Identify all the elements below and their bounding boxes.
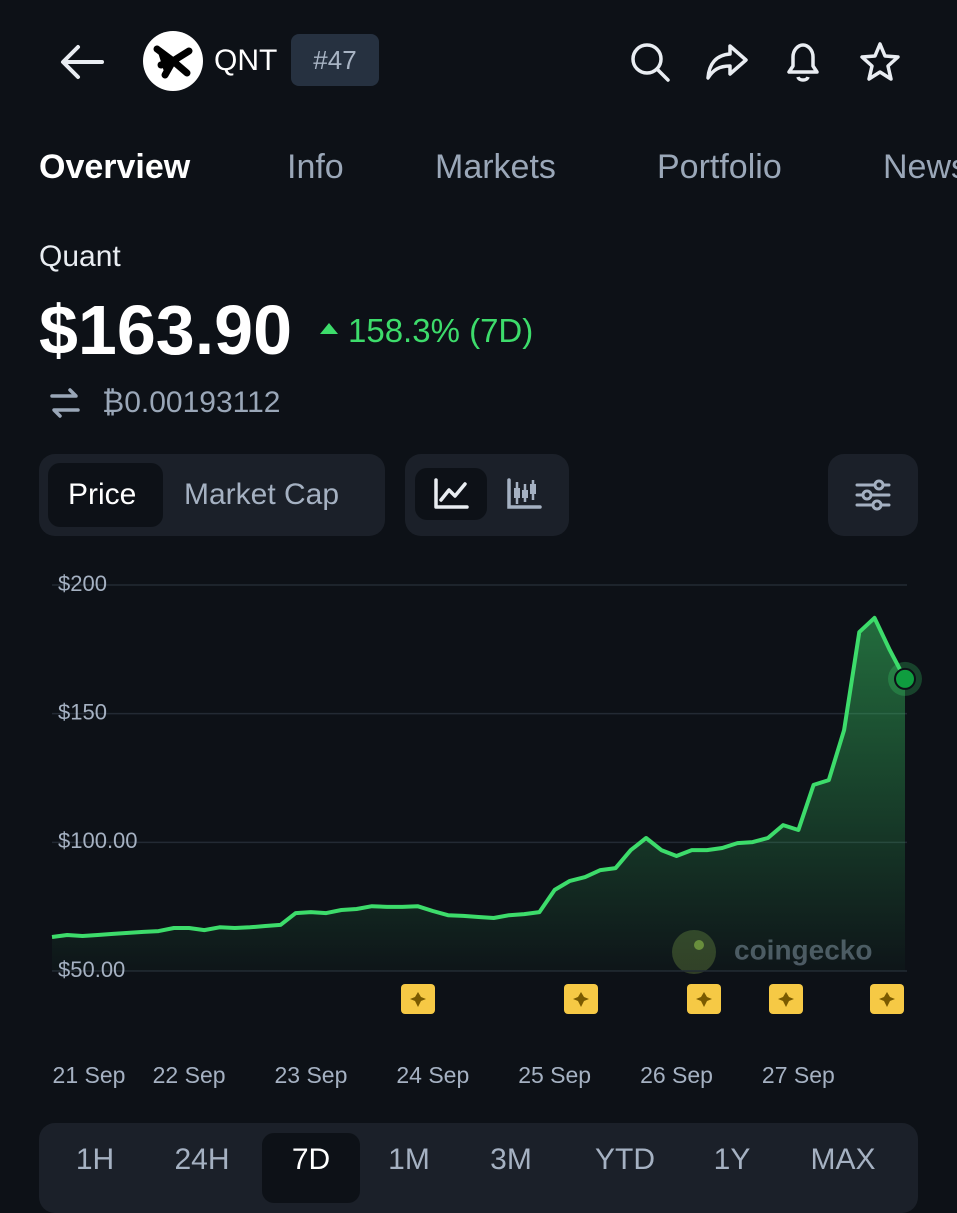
range-option[interactable]: 1H <box>75 1143 115 1176</box>
event-markers <box>401 984 904 1014</box>
y-tick-label: $100.00 <box>58 828 138 853</box>
price: $163.90 <box>39 291 293 369</box>
x-tick-label: 25 Sep <box>518 1062 591 1088</box>
range-selector <box>39 1123 918 1213</box>
up-arrow <box>320 323 338 334</box>
search-button[interactable] <box>628 40 672 84</box>
range-option[interactable]: 3M <box>490 1143 532 1176</box>
x-tick-label: 24 Sep <box>396 1062 469 1088</box>
toggle-option[interactable]: Market Cap <box>184 478 340 511</box>
x-tick-label: 23 Sep <box>274 1062 347 1088</box>
range-selected <box>262 1133 360 1203</box>
toggle-selected <box>48 463 163 527</box>
tab[interactable]: Portfolio <box>657 148 782 186</box>
y-tick-label: $200 <box>58 571 107 596</box>
tab[interactable]: News <box>883 148 957 186</box>
toggle-option[interactable]: Price <box>68 478 137 511</box>
y-tick-label: $50.00 <box>58 957 125 982</box>
rank-badge: #47 <box>291 34 379 86</box>
alert-button[interactable] <box>781 38 825 84</box>
x-tick-label: 21 Sep <box>53 1062 126 1088</box>
range-option[interactable]: 1Y <box>713 1143 751 1176</box>
settings-icon <box>855 479 891 511</box>
range-option[interactable]: 7D <box>291 1143 331 1176</box>
price-change: 158.3% (7D) <box>348 312 534 349</box>
back-button[interactable] <box>56 40 106 84</box>
last-point <box>894 667 916 690</box>
y-tick-label: $150 <box>58 699 107 724</box>
line-chart-button[interactable] <box>433 478 469 510</box>
tab[interactable]: Info <box>287 148 344 186</box>
favorite-button[interactable] <box>858 40 902 84</box>
x-tick-label: 26 Sep <box>640 1062 713 1088</box>
x-tick-label: 22 Sep <box>153 1062 226 1088</box>
coin-symbol: QNT <box>214 44 278 77</box>
range-option[interactable]: YTD <box>595 1143 655 1176</box>
area-fill <box>52 617 905 971</box>
x-tick-label: 27 Sep <box>762 1062 835 1088</box>
tab[interactable]: Markets <box>435 148 556 186</box>
range-option[interactable]: MAX <box>810 1143 876 1176</box>
candle-chart-button[interactable] <box>506 478 542 510</box>
btc-price: ₿0.00193112 <box>102 386 281 419</box>
coin-name: Quant <box>39 240 121 273</box>
coin-logo <box>143 31 203 91</box>
share-button[interactable] <box>704 40 750 84</box>
tab[interactable]: Overview <box>39 148 191 186</box>
range-option[interactable]: 24H <box>174 1143 230 1176</box>
price-line <box>51 615 907 939</box>
range-option[interactable]: 1M <box>388 1143 430 1176</box>
swap-icon <box>50 388 80 418</box>
